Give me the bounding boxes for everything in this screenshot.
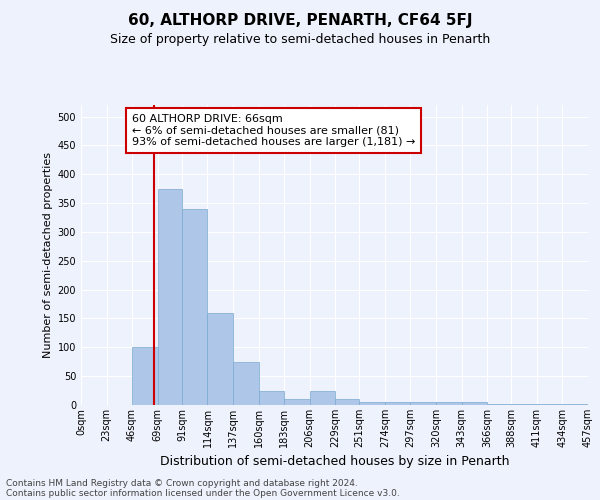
Bar bbox=[310, 390, 335, 405]
Bar bbox=[182, 209, 208, 405]
Bar bbox=[487, 404, 511, 405]
Text: Contains HM Land Registry data © Crown copyright and database right 2024.: Contains HM Land Registry data © Crown c… bbox=[6, 478, 358, 488]
Y-axis label: Number of semi-detached properties: Number of semi-detached properties bbox=[43, 152, 53, 358]
Bar bbox=[335, 399, 359, 405]
Text: 60, ALTHORP DRIVE, PENARTH, CF64 5FJ: 60, ALTHORP DRIVE, PENARTH, CF64 5FJ bbox=[128, 12, 472, 28]
Bar bbox=[233, 362, 259, 405]
Bar bbox=[537, 404, 562, 405]
Bar bbox=[208, 312, 233, 405]
Bar bbox=[410, 402, 436, 405]
Text: Contains public sector information licensed under the Open Government Licence v3: Contains public sector information licen… bbox=[6, 488, 400, 498]
Bar bbox=[284, 399, 310, 405]
Bar bbox=[511, 404, 537, 405]
Text: 60 ALTHORP DRIVE: 66sqm
← 6% of semi-detached houses are smaller (81)
93% of sem: 60 ALTHORP DRIVE: 66sqm ← 6% of semi-det… bbox=[132, 114, 415, 147]
X-axis label: Distribution of semi-detached houses by size in Penarth: Distribution of semi-detached houses by … bbox=[160, 456, 509, 468]
Bar bbox=[359, 402, 385, 405]
Bar bbox=[562, 404, 588, 405]
Text: Size of property relative to semi-detached houses in Penarth: Size of property relative to semi-detach… bbox=[110, 32, 490, 46]
Bar bbox=[436, 402, 461, 405]
Bar bbox=[259, 390, 284, 405]
Bar bbox=[461, 402, 487, 405]
Bar bbox=[132, 348, 158, 405]
Bar bbox=[385, 402, 410, 405]
Bar bbox=[158, 188, 182, 405]
